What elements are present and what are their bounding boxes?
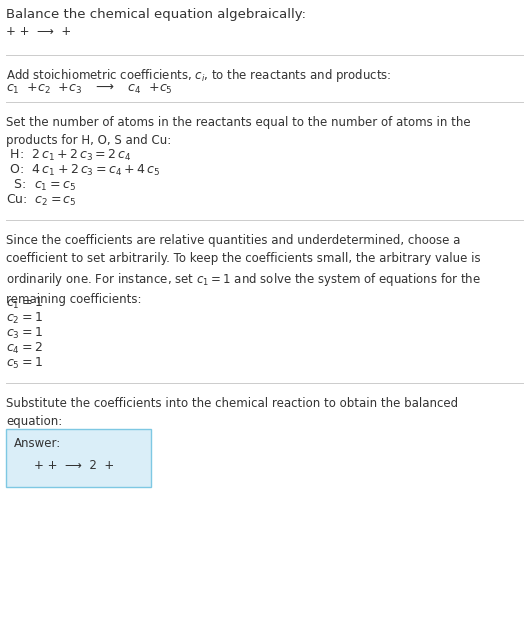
Text: Since the coefficients are relative quantities and underdetermined, choose a
coe: Since the coefficients are relative quan… <box>6 234 481 306</box>
Text: $c_5 = 1$: $c_5 = 1$ <box>6 356 43 371</box>
Text: Balance the chemical equation algebraically:: Balance the chemical equation algebraica… <box>6 8 306 21</box>
Text: $c_1$  +$c_2$  +$c_3$   $\longrightarrow$   $c_4$  +$c_5$: $c_1$ +$c_2$ +$c_3$ $\longrightarrow$ $c… <box>6 82 173 96</box>
Text: $c_1 = 1$: $c_1 = 1$ <box>6 296 43 311</box>
Text: $c_4 = 2$: $c_4 = 2$ <box>6 341 43 356</box>
Text: Substitute the coefficients into the chemical reaction to obtain the balanced
eq: Substitute the coefficients into the che… <box>6 397 458 428</box>
Text: Cu:  $c_2 = c_5$: Cu: $c_2 = c_5$ <box>6 193 77 208</box>
FancyBboxPatch shape <box>6 429 151 487</box>
Text: Set the number of atoms in the reactants equal to the number of atoms in the
pro: Set the number of atoms in the reactants… <box>6 116 471 147</box>
Text: + +  ⟶  +: + + ⟶ + <box>6 25 71 38</box>
Text: O:  $4\,c_1 + 2\,c_3 = c_4 + 4\,c_5$: O: $4\,c_1 + 2\,c_3 = c_4 + 4\,c_5$ <box>6 163 160 178</box>
Text: Add stoichiometric coefficients, $c_i$, to the reactants and products:: Add stoichiometric coefficients, $c_i$, … <box>6 67 391 84</box>
Text: H:  $2\,c_1 + 2\,c_3 = 2\,c_4$: H: $2\,c_1 + 2\,c_3 = 2\,c_4$ <box>6 148 132 163</box>
Text: $c_3 = 1$: $c_3 = 1$ <box>6 326 43 341</box>
Text: S:  $c_1 = c_5$: S: $c_1 = c_5$ <box>6 178 76 193</box>
Text: Answer:: Answer: <box>14 437 61 450</box>
Text: + +  ⟶  2  +: + + ⟶ 2 + <box>34 459 114 472</box>
Text: $c_2 = 1$: $c_2 = 1$ <box>6 311 43 326</box>
